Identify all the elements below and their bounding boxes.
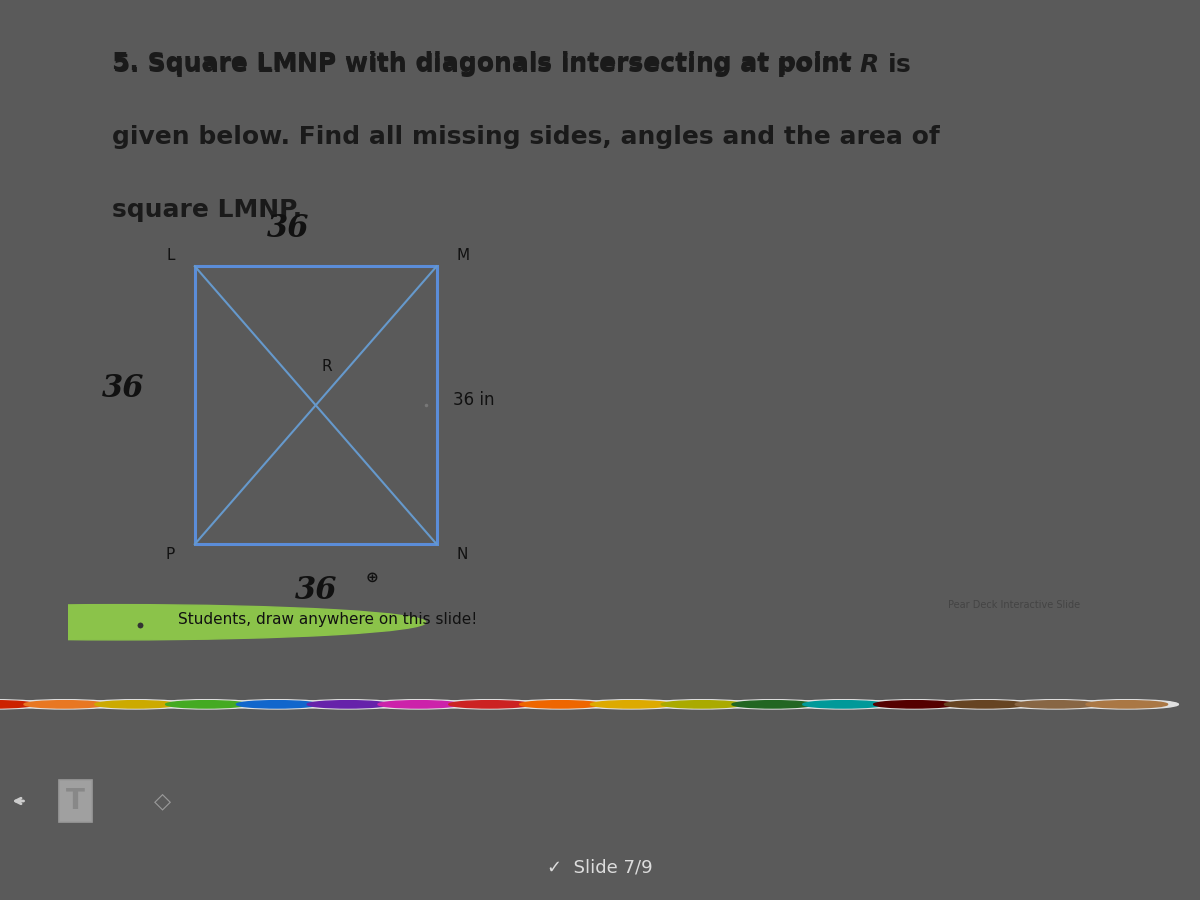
Circle shape: [650, 699, 754, 709]
Circle shape: [13, 699, 116, 709]
Circle shape: [732, 701, 814, 708]
Circle shape: [166, 701, 247, 708]
Circle shape: [721, 699, 824, 709]
Text: ✓  Slide 7/9: ✓ Slide 7/9: [547, 859, 653, 877]
Circle shape: [226, 699, 329, 709]
Text: 36 in: 36 in: [454, 391, 494, 409]
Text: Students, draw anywhere on this slide!: Students, draw anywhere on this slide!: [179, 612, 478, 627]
Circle shape: [367, 699, 470, 709]
Text: 5. Square LMNP with diagonals intersecting at point $\bfit{R}$ is: 5. Square LMNP with diagonals intersecti…: [113, 50, 912, 79]
Text: 36: 36: [294, 575, 337, 607]
Circle shape: [1004, 699, 1108, 709]
Circle shape: [95, 701, 176, 708]
Text: square LMNP.: square LMNP.: [113, 198, 302, 222]
Text: P: P: [166, 547, 175, 562]
Circle shape: [874, 701, 955, 708]
Circle shape: [236, 701, 318, 708]
Text: given below. Find all missing sides, angles and the area of: given below. Find all missing sides, ang…: [113, 124, 940, 148]
Text: M: M: [456, 248, 469, 264]
Text: $\mathbf{\oplus}$: $\mathbf{\oplus}$: [365, 570, 378, 585]
Circle shape: [580, 699, 683, 709]
Circle shape: [792, 699, 895, 709]
Text: L: L: [167, 248, 175, 264]
Circle shape: [438, 699, 541, 709]
Circle shape: [863, 699, 966, 709]
Circle shape: [84, 699, 187, 709]
Text: Pear Deck Interactive Slide: Pear Deck Interactive Slide: [948, 600, 1080, 610]
Text: 5. Square LMNP with diagonals intersecting at point: 5. Square LMNP with diagonals intersecti…: [113, 50, 860, 75]
Circle shape: [1075, 699, 1178, 709]
Circle shape: [509, 699, 612, 709]
Circle shape: [378, 701, 460, 708]
Text: 36: 36: [102, 373, 145, 404]
Circle shape: [661, 701, 743, 708]
Circle shape: [0, 605, 426, 640]
Text: ◇: ◇: [154, 791, 170, 811]
Circle shape: [449, 701, 530, 708]
Circle shape: [296, 699, 400, 709]
Circle shape: [520, 701, 601, 708]
Text: 36: 36: [266, 212, 310, 244]
Circle shape: [934, 699, 1037, 709]
Circle shape: [1086, 701, 1168, 708]
Circle shape: [0, 701, 35, 708]
Text: N: N: [456, 547, 468, 562]
Circle shape: [1015, 701, 1097, 708]
Circle shape: [944, 701, 1026, 708]
Circle shape: [0, 699, 46, 709]
Text: T: T: [66, 787, 85, 815]
Circle shape: [590, 701, 672, 708]
Text: R: R: [322, 359, 332, 374]
Circle shape: [803, 701, 884, 708]
Circle shape: [24, 701, 106, 708]
Circle shape: [307, 701, 389, 708]
Circle shape: [155, 699, 258, 709]
